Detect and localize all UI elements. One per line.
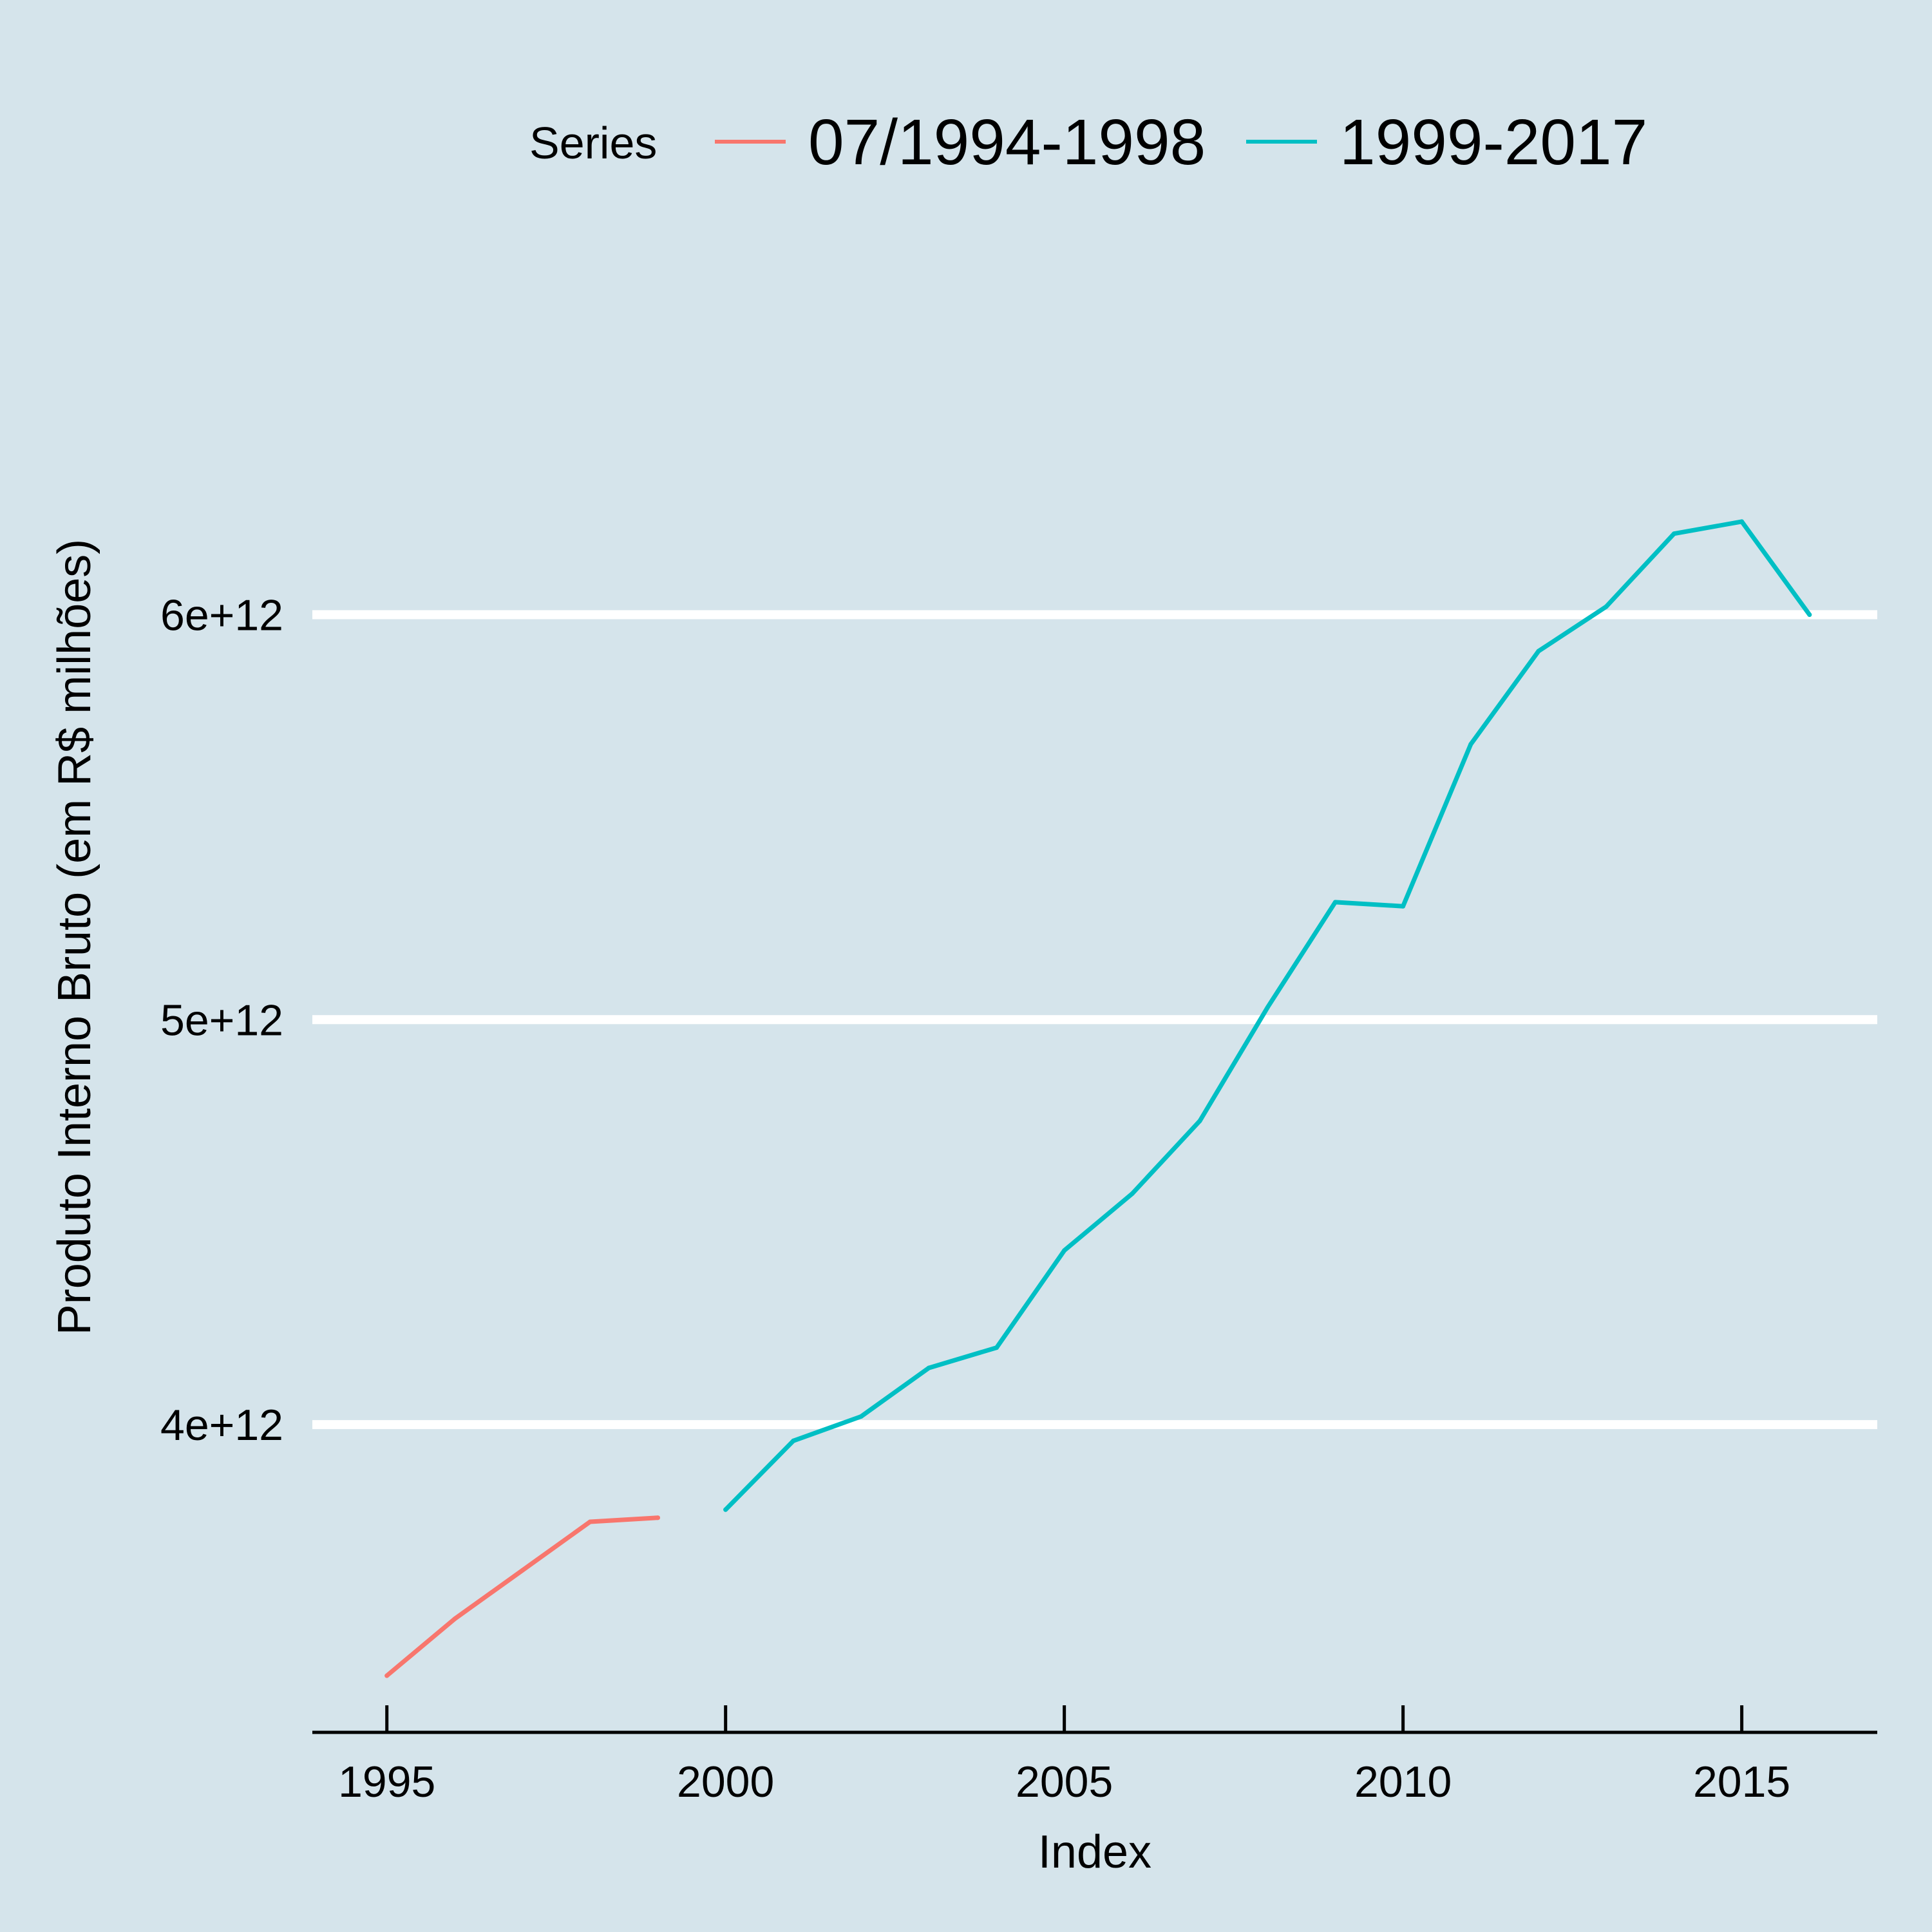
data-point [1130, 1191, 1135, 1197]
data-point [1332, 900, 1338, 905]
data-point [1604, 604, 1609, 609]
data-point [1536, 649, 1541, 654]
x-tick-label: 1995 [338, 1757, 435, 1806]
data-point [858, 1414, 864, 1419]
x-tick-label: 2005 [1016, 1757, 1113, 1806]
series-2 [723, 519, 1812, 1512]
series-layer [384, 519, 1812, 1678]
y-gridlines [312, 610, 1877, 1430]
data-point [1197, 1118, 1202, 1123]
data-point [926, 1365, 931, 1370]
data-point [1401, 904, 1406, 909]
y-axis: 4e+12 5e+12 6e+12 [160, 591, 283, 1450]
data-point [587, 1519, 592, 1524]
y-axis-title: Produto Interno Bruto (em R$ milhões) [49, 539, 100, 1336]
x-axis: 1995 2000 2005 2010 2015 [312, 1705, 1877, 1806]
x-tick-label: 2015 [1693, 1757, 1790, 1806]
x-tick-label: 2010 [1354, 1757, 1452, 1806]
x-tick-label: 2000 [677, 1757, 774, 1806]
data-point [791, 1438, 796, 1443]
data-point [723, 1507, 728, 1512]
data-point [452, 1616, 457, 1622]
y-tick-label: 5e+12 [160, 996, 283, 1045]
data-point [1807, 612, 1812, 617]
y-tick-label: 6e+12 [160, 591, 283, 639]
legend-title: Series [529, 118, 657, 168]
series-1 [384, 1515, 660, 1678]
legend-label-series-1: 07/1994-1998 [808, 106, 1206, 178]
data-point [520, 1567, 525, 1573]
data-point [384, 1673, 390, 1678]
data-point [655, 1515, 660, 1520]
y-tick-label: 4e+12 [160, 1401, 283, 1450]
legend-label-series-2: 1999-2017 [1340, 106, 1647, 178]
data-point [1265, 1005, 1270, 1010]
data-point [994, 1345, 999, 1350]
data-point [1671, 531, 1676, 536]
x-axis-title: Index [1038, 1826, 1151, 1878]
data-point [1739, 519, 1745, 524]
data-point [1062, 1248, 1067, 1253]
data-point [1468, 742, 1473, 747]
legend: Series 07/1994-1998 1999-2017 [529, 106, 1647, 178]
